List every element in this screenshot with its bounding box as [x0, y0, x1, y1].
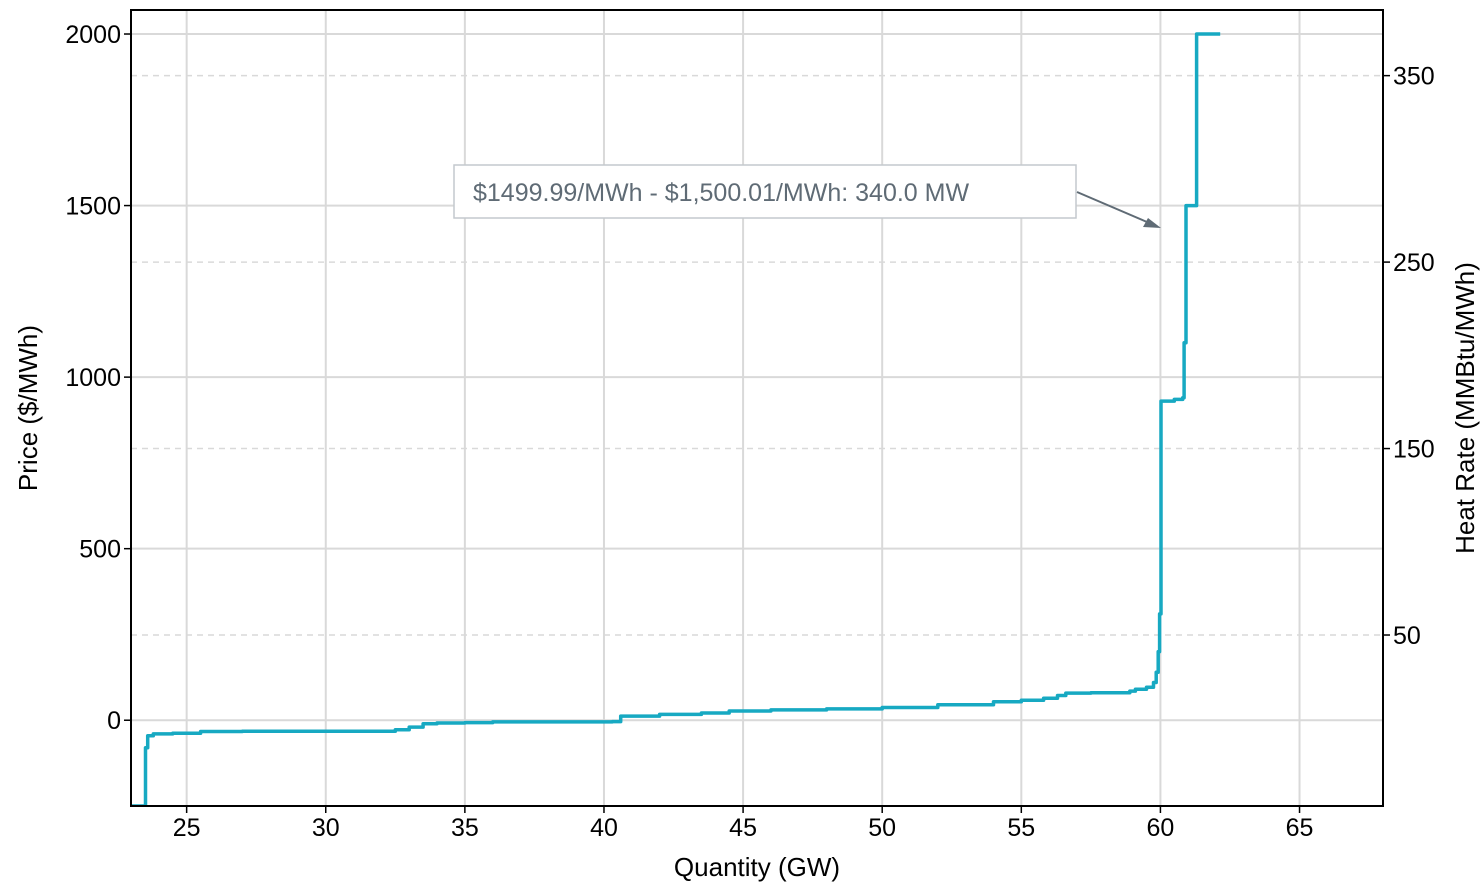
- plot-frame: [130, 9, 1384, 807]
- annotation-arrow-head: [1143, 218, 1161, 228]
- y-tick-label: 0: [107, 707, 121, 735]
- y2-tick-label: 50: [1393, 622, 1421, 650]
- y-axis-title: Price ($/MWh): [13, 325, 43, 491]
- x-tick-label: 30: [312, 814, 340, 842]
- y2-tick-label: 350: [1393, 63, 1435, 91]
- tick-labels: 25 30 35 40 45 50 55 60 65 0 500 1000 1500 2000 50 150 2…: [65, 21, 1434, 842]
- annotation-box: [453, 164, 1077, 219]
- x-axis-title: Quantity (GW): [674, 852, 840, 882]
- y-tick-label: 1500: [65, 193, 121, 221]
- x-tick-label: 40: [590, 814, 618, 842]
- y2-tick-label: 250: [1393, 249, 1435, 277]
- y-tick-label: 2000: [65, 21, 121, 49]
- y2-axis-title: Heat Rate (MMBtu/MWh): [1450, 262, 1480, 554]
- x-tick-label: 50: [868, 814, 896, 842]
- annotation-text: $1499.99/MWh - $1,500.01/MWh: 340.0 MW: [473, 179, 969, 207]
- x-tick-label: 65: [1286, 814, 1314, 842]
- annotation: $1499.99/MWh - $1,500.01/MWh: 340.0 MW: [453, 164, 1161, 228]
- x-tick-label: 25: [173, 814, 201, 842]
- supply-curve-line: [131, 32, 1221, 806]
- series-layer: [131, 32, 1221, 806]
- x-tick-label: 60: [1147, 814, 1175, 842]
- y-tick-label: 1000: [65, 364, 121, 392]
- x-tick-label: 35: [451, 814, 479, 842]
- x-tick-label: 45: [729, 814, 757, 842]
- y2-tick-label: 150: [1393, 436, 1435, 464]
- x-tick-label: 55: [1007, 814, 1035, 842]
- annotation-arrow-line: [1076, 191, 1148, 223]
- y-tick-label: 500: [79, 536, 121, 564]
